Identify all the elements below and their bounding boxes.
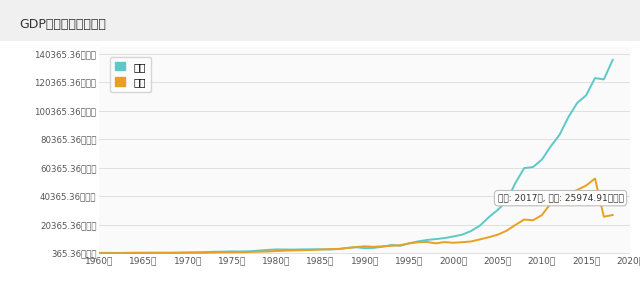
Text: 年份: 2017年, 数据: 25974.91亿美元: 年份: 2017年, 数据: 25974.91亿美元 [498,194,623,203]
Text: GDP（美元计）走势图: GDP（美元计）走势图 [19,18,106,31]
Legend: 中国, 印度: 中国, 印度 [109,57,152,92]
